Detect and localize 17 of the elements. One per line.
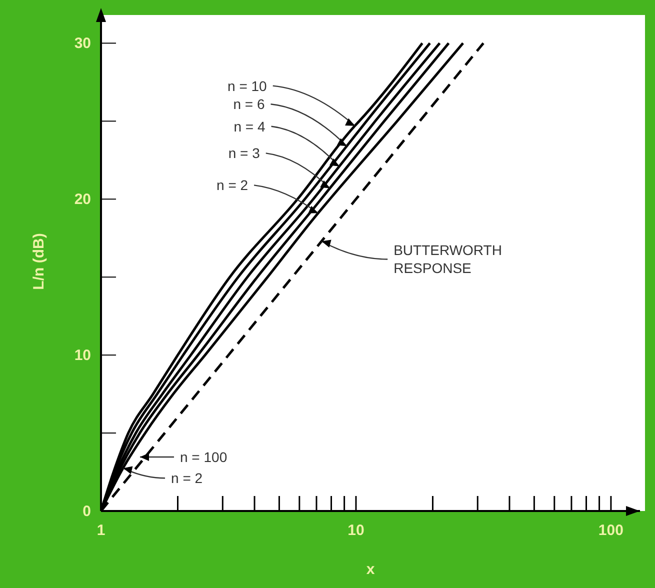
x-tick-label: 100 [598, 522, 624, 539]
y-axis-title: L/n (dB) [30, 233, 48, 290]
x-axis-title: x [366, 561, 376, 578]
annotation: n = 6 [233, 96, 265, 112]
annotation: n = 2 [216, 177, 248, 194]
x-tick-label: 1 [96, 522, 106, 539]
annotation: n = 100 [180, 449, 228, 465]
annotation: n = 3 [228, 145, 260, 162]
annotation: n = 10 [228, 78, 268, 94]
x-tick-label: 10 [348, 522, 364, 539]
annotation: BUTTERWORTH RESPONSE [394, 242, 502, 276]
annotation: n = 2 [171, 470, 203, 486]
y-tick-label: 10 [74, 347, 91, 364]
y-tick-label: 0 [82, 503, 91, 520]
annotation: n = 4 [234, 118, 266, 134]
y-tick-label: 30 [74, 35, 91, 52]
y-tick-label: 20 [74, 191, 91, 208]
